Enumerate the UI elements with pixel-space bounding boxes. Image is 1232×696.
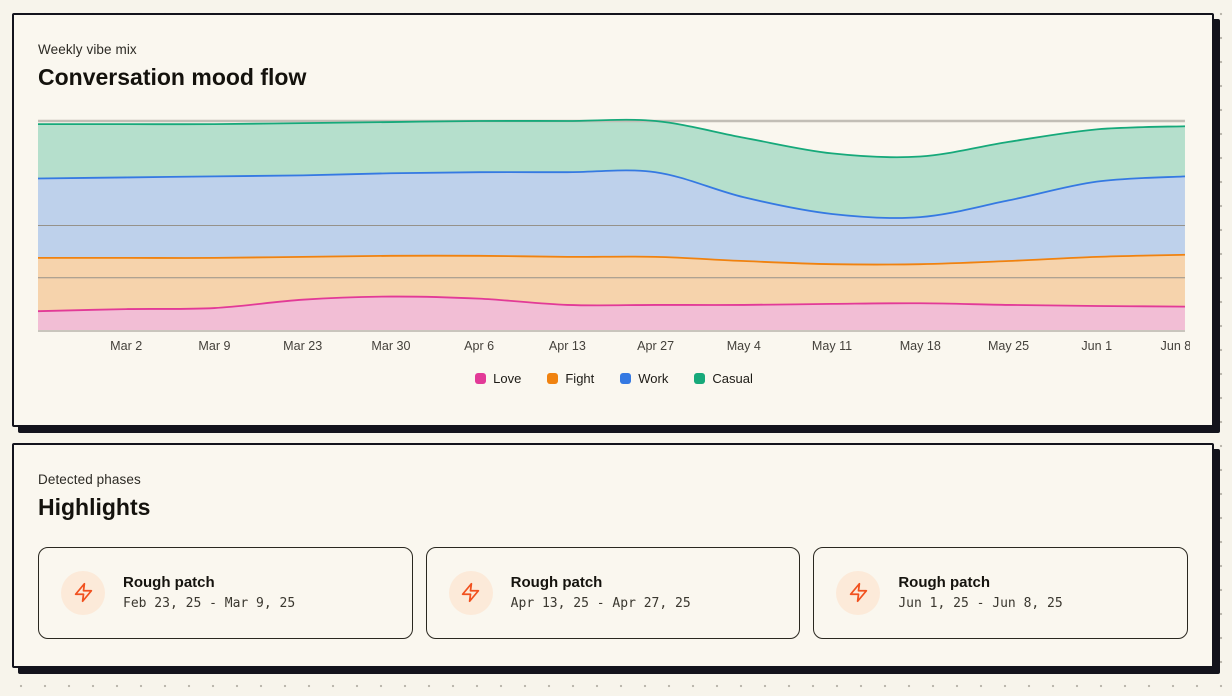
mood-card-subtitle: Weekly vibe mix — [38, 42, 137, 57]
x-tick-label: Apr 27 — [637, 339, 674, 353]
legend-item[interactable]: Love — [475, 371, 521, 386]
highlight-date-range: Jun 1, 25 - Jun 8, 25 — [898, 596, 1063, 612]
x-tick-label: Mar 30 — [371, 339, 410, 353]
line-work — [37, 169, 1186, 219]
highlight-card[interactable]: Rough patch Feb 23, 25 - Mar 9, 25 — [38, 546, 413, 639]
x-tick-label: May 25 — [988, 339, 1029, 353]
stacked-area-chart[interactable]: Mar 2 Mar 9 Mar 23 Mar 30 Apr 6 Apr 13 Apr 27 M… — [37, 109, 1191, 353]
legend-label: Fight — [565, 370, 595, 386]
highlight-date-range: Apr 13, 25 - Apr 27, 25 — [510, 596, 691, 612]
legend-swatch — [694, 372, 706, 384]
zap-icon — [61, 570, 105, 615]
legend-item[interactable]: Fight — [547, 371, 594, 386]
legend-label: Love — [493, 370, 522, 386]
area-work — [38, 169, 1185, 265]
highlight-card[interactable]: Rough patch Apr 13, 25 - Apr 27, 25 — [425, 546, 801, 639]
x-tick-label: Apr 13 — [549, 339, 586, 353]
x-tick-label: Mar 23 — [283, 339, 322, 353]
page: Weekly vibe mix Conversation mood flow M… — [12, 13, 1214, 668]
mood-flow-chart[interactable]: Mar 2 Mar 9 Mar 23 Mar 30 Apr 6 Apr 13 Apr 27 M… — [37, 109, 1191, 358]
zap-icon — [448, 570, 493, 615]
mood-card-title: Conversation mood flow — [38, 64, 307, 90]
x-tick-label: Jun 8 — [1161, 339, 1190, 353]
highlights-card: Detected phases Highlights Rough patch F… — [12, 443, 1214, 668]
mood-flow-card: Weekly vibe mix Conversation mood flow M… — [12, 13, 1214, 427]
highlight-card-title: Rough patch — [510, 574, 603, 592]
highlight-card-title: Rough patch — [898, 574, 990, 592]
legend-item[interactable]: Casual — [694, 370, 753, 386]
area-fight — [38, 254, 1185, 311]
legend-swatch — [547, 372, 559, 384]
area-casual — [38, 119, 1185, 218]
highlight-card-title: Rough patch — [123, 574, 215, 592]
legend-label: Casual — [712, 370, 753, 386]
line-love — [37, 295, 1185, 312]
chart-legend: Love Fight Work Casual — [38, 371, 1190, 386]
highlight-date-range: Feb 23, 25 - Mar 9, 25 — [123, 596, 296, 612]
x-tick-label: Jun 1 — [1081, 339, 1112, 353]
area-love — [38, 296, 1185, 330]
line-casual — [38, 118, 1186, 158]
highlights-subtitle: Detected phases — [38, 472, 141, 487]
zap-icon-glyph — [74, 582, 92, 603]
zap-icon-glyph — [461, 582, 480, 603]
highlights-title: Highlights — [38, 494, 151, 520]
legend-item[interactable]: Work — [620, 371, 668, 386]
line-fight — [37, 253, 1185, 266]
highlight-card[interactable]: Rough patch Jun 1, 25 - Jun 8, 25 — [813, 546, 1189, 639]
x-tick-label: Mar 9 — [198, 339, 230, 353]
legend-label: Work — [638, 370, 669, 386]
x-tick-label: May 18 — [900, 339, 941, 353]
x-tick-label: May 4 — [727, 339, 761, 353]
legend-swatch — [475, 372, 487, 384]
x-tick-label: Mar 2 — [110, 339, 142, 353]
zap-icon — [836, 570, 881, 615]
highlight-list: Rough patch Feb 23, 25 - Mar 9, 25 Rough… — [38, 546, 1189, 639]
zap-icon-glyph — [849, 582, 868, 603]
x-tick-label: Apr 6 — [464, 339, 494, 353]
legend-swatch — [620, 372, 632, 384]
x-tick-label: May 11 — [812, 339, 852, 353]
